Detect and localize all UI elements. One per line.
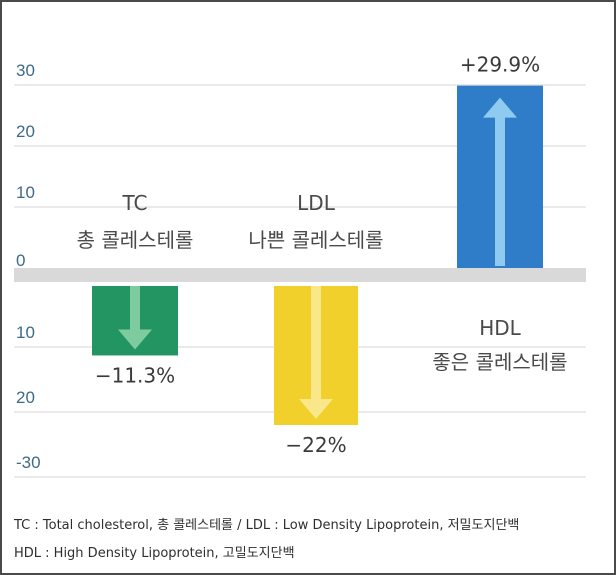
- category-subtitle: 좋은 콜레스테롤: [432, 350, 567, 374]
- y-tick-label: 20: [16, 122, 35, 141]
- y-tick-label: -30: [16, 453, 41, 472]
- y-tick-label: 10: [16, 323, 35, 342]
- direction-arrow: [483, 97, 517, 266]
- category-subtitle: 총 콜레스테롤: [77, 228, 194, 252]
- data-label: +29.9%: [460, 53, 540, 77]
- y-tick-label: 0: [16, 251, 25, 270]
- footnote-line-1: TC : Total cholesterol, 총 콜레스테롤 / LDL : …: [14, 518, 520, 533]
- category-label: TC: [121, 191, 147, 215]
- direction-arrow: [118, 286, 152, 350]
- y-tick-label: 10: [16, 183, 35, 202]
- zero-baseline: [14, 268, 586, 282]
- footnote-line-2: HDL : High Density Lipoprotein, 고밀도지단백: [14, 546, 295, 561]
- category-subtitle: 나쁜 콜레스테롤: [248, 228, 383, 252]
- y-tick-label: 30: [16, 61, 35, 80]
- data-label: −11.3%: [95, 363, 175, 387]
- data-label: −22%: [285, 433, 346, 457]
- category-label: HDL: [479, 316, 521, 340]
- y-tick-label: 20: [16, 388, 35, 407]
- direction-arrow: [299, 286, 333, 419]
- category-label: LDL: [297, 191, 336, 215]
